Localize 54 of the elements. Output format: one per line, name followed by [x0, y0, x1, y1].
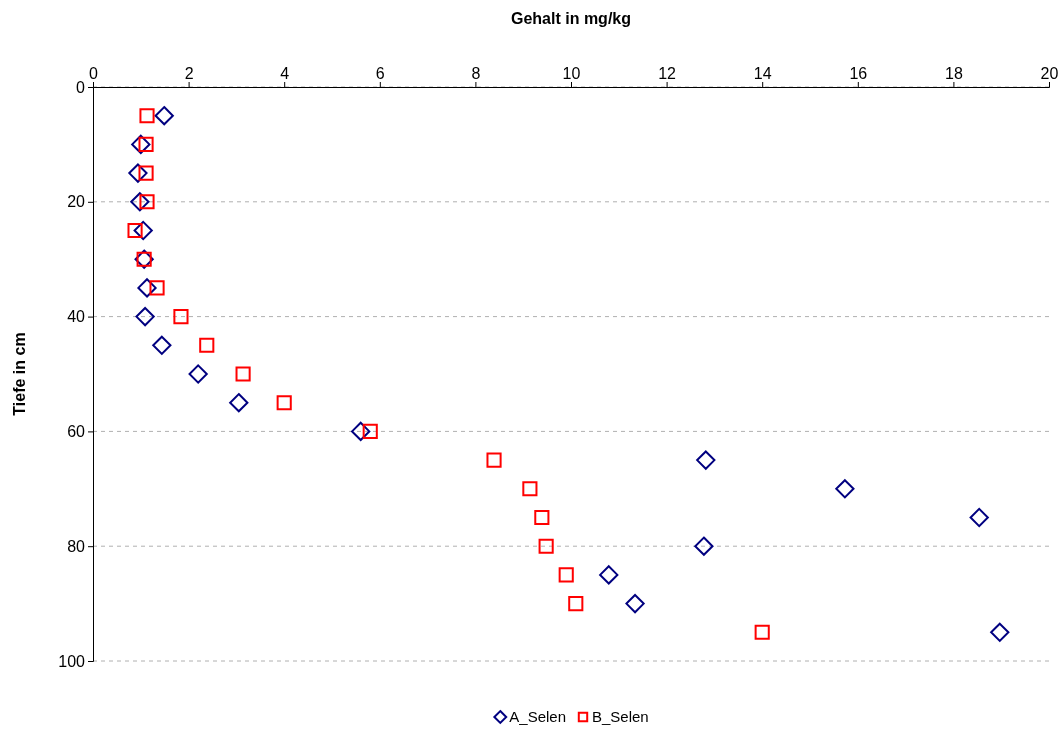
x-tick-label: 0 — [89, 65, 99, 82]
point — [149, 280, 165, 296]
x-tick-label: 4 — [280, 65, 290, 82]
y-axis-title: Tiefe in cm — [11, 332, 28, 416]
point — [276, 395, 292, 411]
x-tick-label: 14 — [753, 65, 772, 82]
point — [694, 536, 714, 556]
point — [139, 108, 155, 124]
point — [362, 423, 378, 439]
y-tick-label: 20 — [67, 193, 86, 211]
x-tick-label: 2 — [184, 65, 194, 82]
point — [625, 593, 645, 614]
x-tick-label: 12 — [658, 65, 677, 82]
x-axis-title: Gehalt in mg/kg — [510, 10, 632, 27]
point — [568, 596, 584, 612]
y-tick-label: 80 — [67, 537, 86, 555]
x-tick-label: 16 — [849, 65, 868, 82]
x-tick-label: 20 — [1040, 65, 1059, 82]
point — [696, 450, 716, 470]
legend-label: B_Selen — [592, 708, 649, 725]
y-tick-label: 100 — [58, 652, 86, 670]
legend-label: A_Selen — [509, 708, 566, 725]
point — [229, 393, 249, 413]
point — [127, 222, 143, 239]
point — [131, 134, 151, 155]
point — [351, 421, 371, 442]
point — [235, 366, 251, 382]
y-tick-label: 60 — [67, 423, 86, 441]
point — [990, 622, 1010, 642]
point — [135, 306, 155, 327]
point — [173, 309, 189, 325]
point — [130, 192, 150, 212]
point — [152, 335, 172, 355]
point — [199, 337, 215, 353]
point — [835, 479, 855, 499]
x-tick-label: 8 — [471, 65, 481, 82]
y-tick-label: 40 — [67, 308, 86, 326]
y-tick-label: 0 — [76, 78, 86, 96]
point — [133, 220, 153, 241]
point — [137, 278, 157, 298]
point — [558, 567, 574, 583]
point — [538, 538, 554, 554]
point — [128, 163, 148, 183]
x-tick-label: 18 — [945, 65, 963, 82]
point — [188, 364, 208, 384]
point — [754, 624, 770, 640]
x-tick-label: 10 — [562, 65, 581, 82]
point — [534, 509, 550, 526]
point — [599, 565, 619, 585]
point — [522, 481, 538, 497]
point — [154, 106, 174, 126]
x-tick-label: 6 — [375, 65, 385, 82]
point — [969, 507, 989, 528]
point — [486, 452, 502, 468]
